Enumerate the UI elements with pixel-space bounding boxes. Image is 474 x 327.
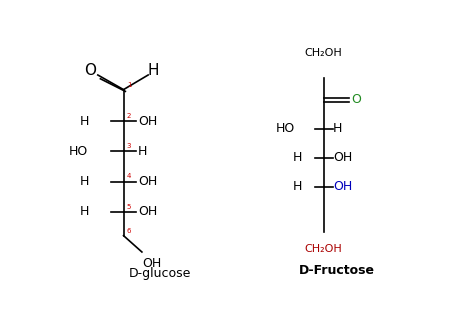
Text: D-Fructose: D-Fructose [299,264,374,277]
Text: 5: 5 [127,204,131,210]
Text: OH: OH [138,205,157,218]
Text: OH: OH [142,257,161,270]
Text: H: H [292,180,302,193]
Text: 6: 6 [127,228,131,233]
Text: HO: HO [68,145,88,158]
Text: 4: 4 [127,174,131,180]
Text: CH₂OH: CH₂OH [305,245,343,254]
Text: O: O [351,93,361,106]
Text: OH: OH [333,151,352,164]
Text: D-glucose: D-glucose [129,267,191,280]
Text: OH: OH [333,180,352,193]
Text: 1: 1 [127,81,132,88]
Text: CH₂OH: CH₂OH [305,48,343,58]
Text: O: O [84,63,97,78]
Text: H: H [292,151,302,164]
Text: OH: OH [138,175,157,188]
Text: H: H [333,122,342,135]
Text: HO: HO [276,122,295,135]
Text: 3: 3 [127,143,131,149]
Text: H: H [138,145,147,158]
Text: H: H [80,114,89,128]
Text: H: H [80,175,89,188]
Text: OH: OH [138,114,157,128]
Text: H: H [80,205,89,218]
Text: H: H [147,63,159,78]
Text: 2: 2 [127,113,131,119]
